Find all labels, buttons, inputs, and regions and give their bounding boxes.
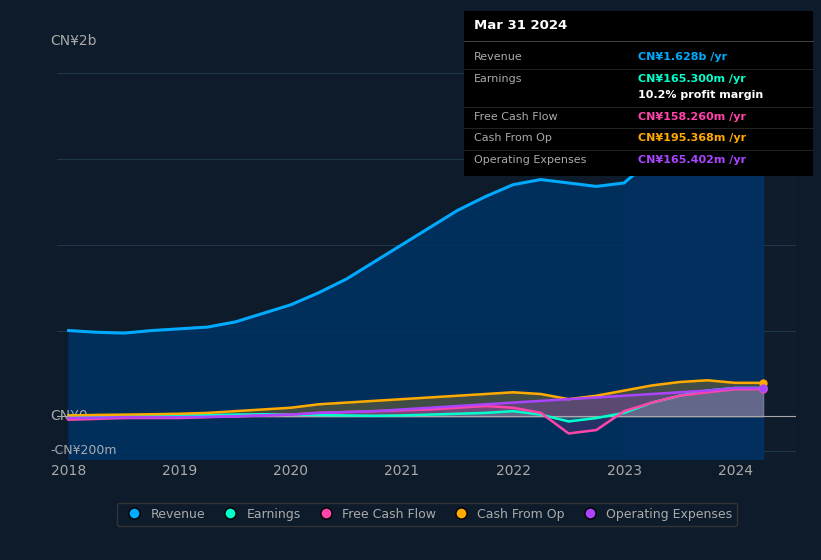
Text: CN¥1.628b /yr: CN¥1.628b /yr [639, 53, 727, 63]
Text: CN¥195.368m /yr: CN¥195.368m /yr [639, 133, 746, 143]
Text: 10.2% profit margin: 10.2% profit margin [639, 91, 764, 100]
Text: CN¥165.300m /yr: CN¥165.300m /yr [639, 74, 746, 84]
Text: CN¥158.260m /yr: CN¥158.260m /yr [639, 112, 746, 122]
Text: Earnings: Earnings [475, 74, 523, 84]
Text: Operating Expenses: Operating Expenses [475, 155, 587, 165]
Text: Cash From Op: Cash From Op [475, 133, 553, 143]
Bar [624, 56, 819, 459]
Text: Mar 31 2024: Mar 31 2024 [475, 20, 567, 32]
Text: -CN¥200m: -CN¥200m [50, 444, 117, 457]
Text: CN¥2b: CN¥2b [50, 34, 97, 48]
Text: CN¥165.402m /yr: CN¥165.402m /yr [639, 155, 746, 165]
Text: Free Cash Flow: Free Cash Flow [475, 112, 558, 122]
Text: Revenue: Revenue [475, 53, 523, 63]
Legend: Revenue, Earnings, Free Cash Flow, Cash From Op, Operating Expenses: Revenue, Earnings, Free Cash Flow, Cash … [117, 502, 737, 525]
Text: CN¥0: CN¥0 [50, 409, 88, 423]
